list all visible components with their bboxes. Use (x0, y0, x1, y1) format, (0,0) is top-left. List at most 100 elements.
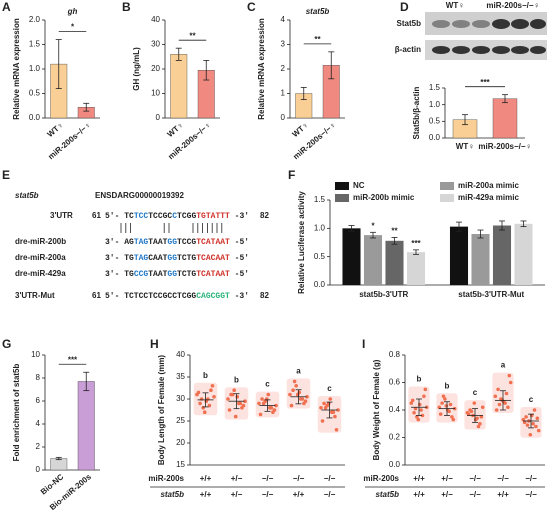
data-point (323, 406, 328, 410)
y-tick-label: 2 (281, 64, 286, 73)
gene-name: stat5b (15, 191, 39, 200)
y-tick-label: 0.0 (314, 280, 326, 289)
y-tick-label: 0.2 (389, 433, 401, 442)
error-bar (300, 86, 307, 101)
genotype-row-name: miR-200s (363, 474, 399, 483)
genotype-label: +/+ (200, 490, 212, 499)
panel-letter: B (122, 0, 131, 14)
y-axis-label: Body Weight of Female (g) (372, 359, 381, 460)
genotype-label: −/− (525, 490, 537, 499)
bar (492, 225, 512, 285)
y-tick-label: 0.6 (389, 378, 401, 387)
panel-title: stat5b (306, 7, 330, 16)
genotype-label: −/− (324, 474, 336, 483)
group-letter: b (203, 371, 208, 380)
data-point (531, 421, 535, 426)
error-bar (295, 389, 302, 405)
data-point (534, 424, 538, 429)
data-point (227, 408, 232, 412)
y-tick-label: 10 (31, 350, 40, 359)
group-letter: c (473, 388, 478, 397)
genotype-label: +/− (441, 474, 453, 483)
y-tick-label: 0 (156, 113, 161, 122)
y-tick-label: 1.0 (429, 100, 441, 109)
data-point (261, 401, 266, 406)
sequence-segment: -5' (230, 254, 249, 263)
sequence-segment: -5' (230, 238, 249, 247)
y-axis-label: Relative mRNA expression (257, 18, 266, 120)
row-start: 61 (92, 211, 101, 220)
data-point (496, 387, 500, 392)
bar (363, 235, 383, 285)
blot-row-label: Stat5b (397, 19, 422, 28)
sequence-segment: TGTATTT (196, 212, 230, 221)
sequence-segment: TCTG (177, 270, 196, 279)
data-point (226, 397, 230, 401)
data-point (196, 390, 201, 395)
y-axis-label: GH (ng/mL) (132, 47, 141, 91)
sequence-segment: TCACAAT (196, 254, 230, 263)
panel-letter: F (288, 168, 295, 182)
error-bar (264, 399, 271, 412)
data-point (444, 404, 449, 408)
error-bar (55, 39, 62, 89)
data-point (413, 406, 418, 411)
sequence-segment: -3' (230, 212, 249, 221)
y-tick-label: 0.5 (314, 252, 326, 261)
significance-label: *** (411, 239, 421, 248)
y-tick-label: 1.5 (314, 195, 326, 204)
significance-label: *** (68, 355, 78, 364)
legend-swatch (335, 194, 349, 202)
sequence-segment: CAGCGGT (196, 292, 230, 301)
error-bar (233, 393, 240, 410)
group-letter: a (501, 361, 506, 370)
group-letter: c (327, 384, 332, 393)
y-tick-label: 0 (281, 113, 286, 122)
data-point (333, 414, 337, 419)
sequence: 5'- TCTCCTCCGCCTCGGTGTATTT -3' (105, 212, 249, 221)
data-point (437, 405, 442, 410)
data-point (416, 417, 421, 422)
bar (406, 252, 426, 285)
genotype-row-name: stat5b (160, 490, 184, 499)
sequence-segment: TCATAAT (196, 238, 230, 247)
y-tick-label: 20 (151, 64, 160, 73)
genotype-label: +/− (441, 490, 453, 499)
x-tick-label: stat5b-3'UTR (359, 290, 408, 299)
data-point (207, 403, 212, 408)
error-bar (83, 102, 90, 112)
group-letter: c (529, 395, 534, 404)
error-bar (328, 51, 335, 80)
error-bar (528, 413, 534, 429)
row-start: 61 (92, 291, 101, 300)
y-axis-label: Stat5b/β-actin (412, 86, 421, 139)
y-tick-label: 0.0 (389, 460, 401, 469)
y-tick-label: 3 (281, 40, 286, 49)
error-bar (413, 249, 419, 255)
sequence-segment: 3'- AG (105, 238, 134, 247)
sequence-segment: 5'- TC (105, 212, 134, 221)
data-point (289, 403, 294, 408)
data-point (305, 395, 309, 399)
data-point (238, 401, 243, 406)
y-tick-label: 0.5 (29, 89, 41, 98)
genotype-label: −/− (262, 474, 274, 483)
x-tick-label: WT♀ (45, 120, 65, 139)
genotype-label: +/+ (413, 490, 425, 499)
y-tick-label: 1.0 (314, 223, 326, 232)
data-point (476, 424, 481, 429)
sequence: 3'- TGCCGTAATGGTCTGTCATAAT -5' (105, 270, 249, 279)
panel-letter: D (400, 0, 409, 14)
y-tick-label: 2.0 (29, 15, 41, 24)
data-point (274, 403, 278, 408)
genotype-label: +/− (231, 474, 243, 483)
data-point (412, 410, 416, 415)
error-bar (83, 371, 90, 392)
bar (449, 226, 469, 285)
y-tick-label: 1 (281, 89, 286, 98)
sequence: 5'- TCTCCTCCGCCTCGGCAGCGGT -3' (105, 292, 249, 301)
data-point (493, 394, 498, 399)
row-name: dre-miR-200a (15, 253, 66, 262)
legend-swatch (440, 194, 454, 202)
y-axis-label: Relative mRNA expression (12, 18, 21, 120)
